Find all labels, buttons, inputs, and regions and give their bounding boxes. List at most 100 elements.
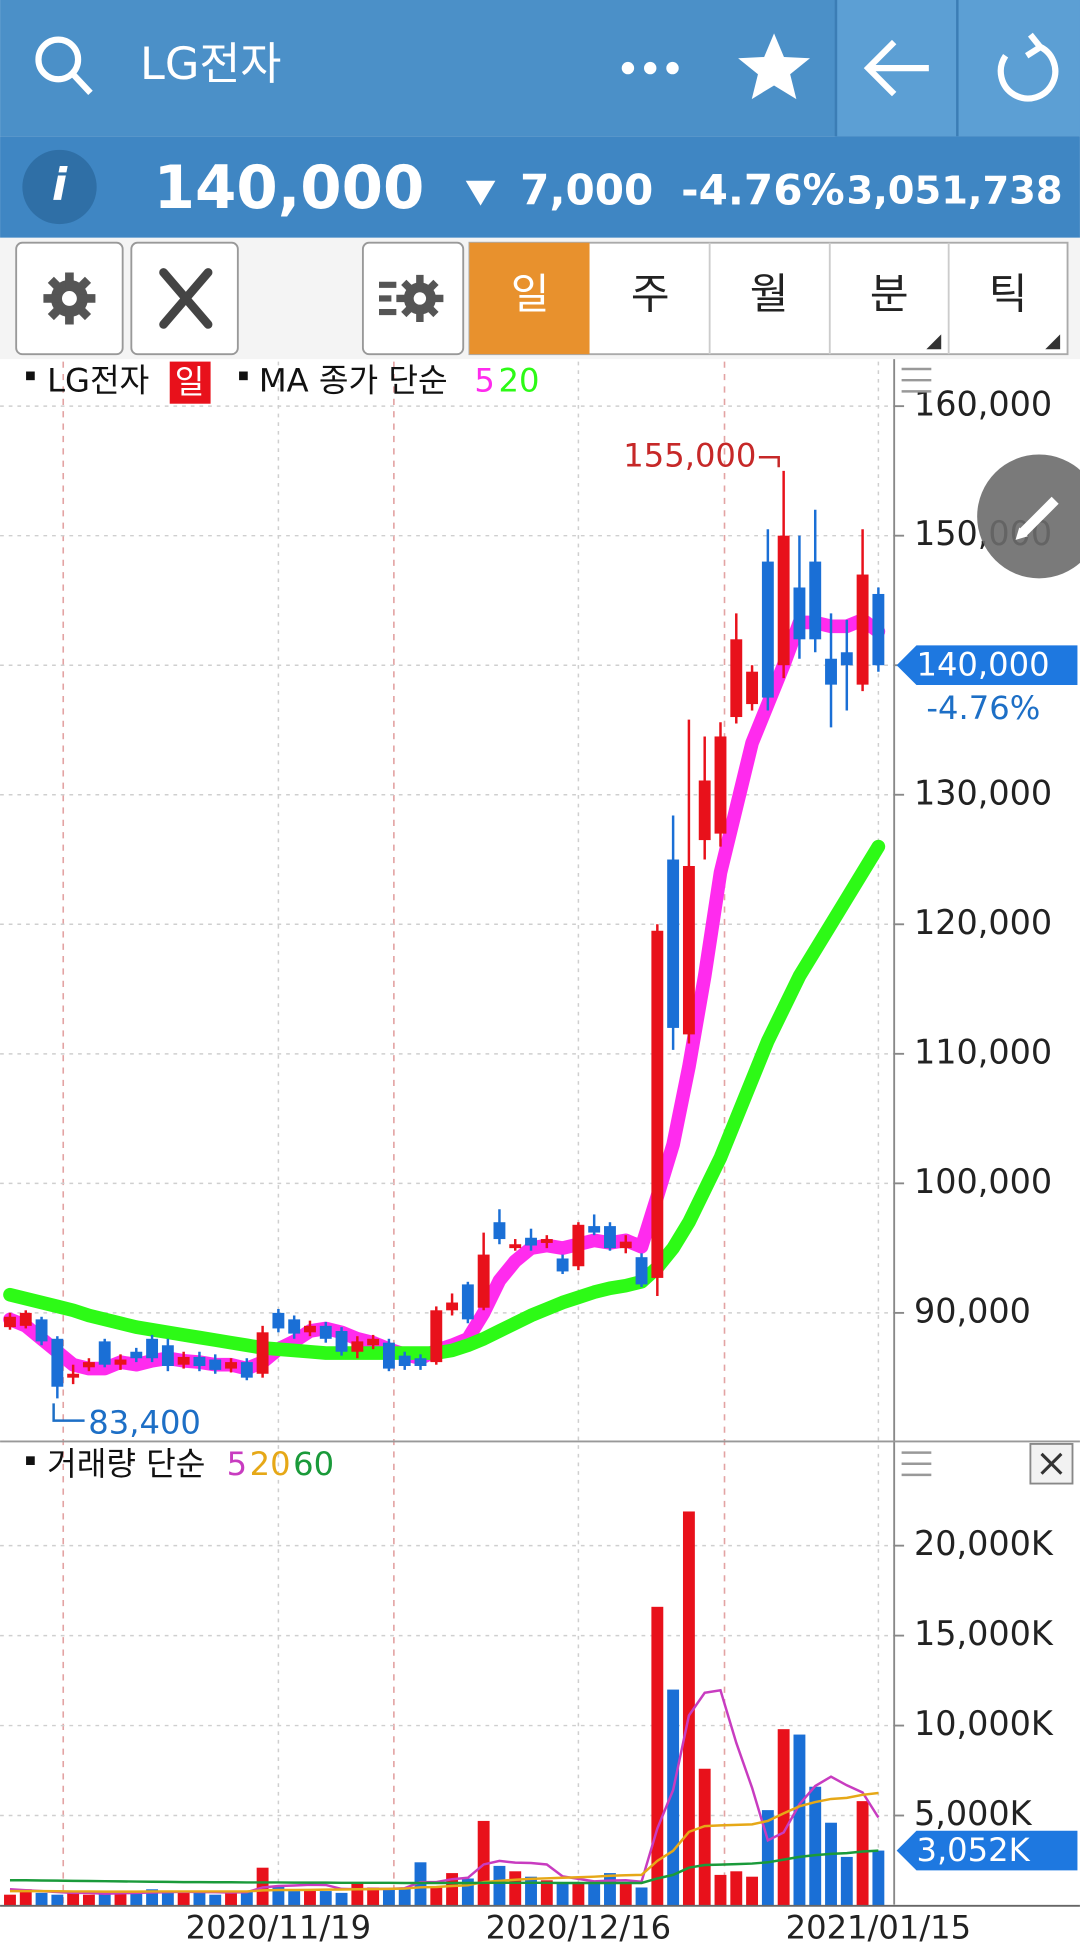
min-label: 83,400 [88,1403,201,1441]
back-icon[interactable] [863,39,929,97]
tab-dividers [708,242,950,355]
edit-button[interactable] [977,454,1080,579]
y-tick-label: 120,000 [914,903,1052,942]
candle-body [19,1312,32,1326]
volume-bar [351,1883,364,1906]
candle-body [209,1359,222,1370]
candle-body [398,1355,411,1366]
volume-bar [430,1887,443,1906]
volume-bar [730,1871,743,1906]
volume-bar [588,1883,601,1906]
volume-bar [161,1892,174,1906]
candle-body [493,1222,506,1240]
price: 140,000 [154,154,425,223]
volume-bar [382,1889,395,1906]
volume-bar [825,1822,837,1906]
y-tick-label: 130,000 [914,773,1052,812]
tab[interactable]: 일 [511,270,550,319]
tab[interactable]: 월 [750,270,789,319]
candle-body [351,1341,364,1352]
candle-body [793,587,806,640]
legend-entry: 20 [250,1445,291,1483]
chart-area [0,359,1080,1943]
legend-label: LG전자 [47,362,149,400]
volume-ma-line [9,1791,879,1893]
indicator-icon [379,274,444,322]
legend-entry: 20 [499,362,540,400]
candle-body [761,561,774,698]
candle-body [51,1338,64,1387]
y-tick-label: 5,000K [914,1794,1033,1833]
candle-body [272,1312,285,1329]
volume-bar [872,1850,885,1906]
current-change: -4.76% [926,689,1040,727]
favorite-icon[interactable] [738,33,810,100]
more-icon[interactable] [621,61,679,75]
legend-dot [26,1456,35,1465]
candle-body [193,1356,206,1366]
volume-bar [35,1892,48,1906]
candle-body [98,1341,111,1365]
stock-name[interactable]: LG전자 [140,38,281,90]
volume-bar [209,1894,222,1906]
y-tick-label: 100,000 [914,1162,1052,1201]
candle-body [509,1244,522,1249]
y-tick-label: 160,000 [914,385,1052,424]
tab-active[interactable] [469,242,590,355]
close-icon [1040,1452,1063,1475]
y-tick-label: 20,000K [914,1524,1054,1563]
volume-bar [856,1801,869,1906]
panel-menu[interactable] [901,1451,932,1477]
info-button[interactable] [22,149,97,225]
candle-body [161,1345,174,1366]
refresh-icon[interactable] [997,32,1059,102]
volume-bar [367,1887,380,1906]
search-icon[interactable] [35,36,93,95]
candle-body [840,652,853,666]
candle-body [382,1342,395,1369]
y-tick-label: 110,000 [914,1032,1052,1071]
candle-body [588,1226,601,1233]
candle-body [446,1302,459,1311]
legend-entry: 5 [474,362,494,400]
volume-bar [682,1511,695,1906]
volume-bar [698,1768,711,1906]
candle-body [651,930,664,1278]
volume-bar [193,1892,206,1906]
candle-body [667,859,680,1028]
max-pointer [758,456,780,468]
volume-bar [714,1874,727,1906]
tab[interactable]: 틱 [989,270,1028,319]
legend-dot [26,371,35,381]
tools-icon [159,268,213,329]
volume-bar [51,1894,64,1906]
change: 7,000 [520,166,653,215]
volume-bar [272,1885,285,1906]
candle-body [872,593,885,666]
legend-dot [239,371,248,381]
max-label: 155,000 [623,436,756,474]
x-tick-label: 2020/12/16 [486,1908,672,1943]
volume-bar [240,1891,253,1906]
x-tick-label: 2020/11/19 [186,1908,372,1943]
candle-body [430,1310,443,1363]
volume-bar [761,1810,774,1906]
tab[interactable]: 주 [631,270,670,319]
tab[interactable]: 분 [870,270,909,319]
volume-bar [461,1878,474,1906]
candle-body [477,1254,490,1308]
volume-bar [225,1892,237,1906]
info-icon: i [52,159,68,211]
candle-body [146,1338,159,1359]
candle-body [319,1325,332,1339]
volume-bar [840,1856,853,1906]
panel-menu[interactable] [901,367,932,393]
current-volume: 3,052K [916,1831,1030,1869]
candle-body [730,639,743,718]
candle-body [682,865,695,1035]
candle-body [114,1359,127,1365]
volume-bar [319,1891,332,1906]
volume-bar [146,1889,159,1906]
